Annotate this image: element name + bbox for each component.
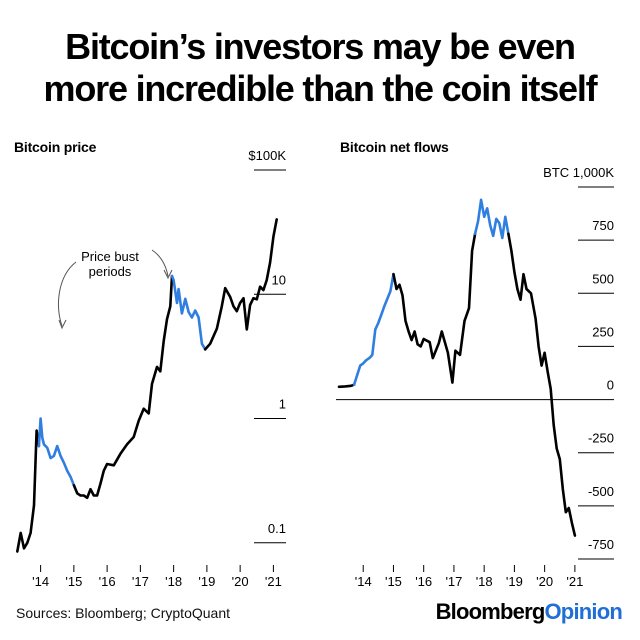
flow-y-tick-label: 250 <box>592 324 614 339</box>
flow-x-tick-label: '14 <box>355 574 372 589</box>
brand-opinion: Opinion <box>544 599 623 624</box>
price-bust-series <box>170 274 207 351</box>
price-bust-series <box>37 417 76 487</box>
flow-series <box>392 232 477 384</box>
price-x-tick-label: '18 <box>165 574 182 589</box>
price-series <box>16 429 41 553</box>
price-y-tick-label: 0.1 <box>268 521 286 536</box>
flow-y-tick-label: 500 <box>592 271 614 286</box>
price-bust-annotation: Price bust periods <box>81 249 139 279</box>
flow-x-tick-label: '20 <box>536 574 553 589</box>
price-chart-title: Bitcoin price <box>14 139 97 155</box>
flow-x-tick-label: '17 <box>445 574 462 589</box>
flow-y-tick-label: -500 <box>588 484 614 499</box>
flow-x-tick-label: '16 <box>415 574 432 589</box>
source-note: Sources: Bloomberg; CryptoQuant <box>16 605 230 621</box>
flow-series <box>507 232 577 537</box>
price-x-tick-label: '14 <box>32 574 49 589</box>
price-x-tick-label: '16 <box>99 574 116 589</box>
flow-bust-series <box>352 272 395 386</box>
price-series <box>72 274 174 500</box>
annotation-arrow-left <box>58 261 77 327</box>
price-x-tick-label: '19 <box>198 574 215 589</box>
flow-x-tick-label: '19 <box>506 574 523 589</box>
annotation-arrow-right <box>151 249 169 277</box>
flow-x-tick-label: '21 <box>566 574 583 589</box>
price-x-tick-label: '21 <box>265 574 282 589</box>
flow-x-tick-label: '18 <box>476 574 493 589</box>
headline-line-2: more incredible than the coin itself <box>43 68 598 109</box>
flow-y-tick-label: 0 <box>607 378 614 393</box>
netflow-chart-title: Bitcoin net flows <box>340 139 449 155</box>
price-x-tick-label: '17 <box>132 574 149 589</box>
annotation-arrowhead-left <box>58 319 67 330</box>
bloomberg-opinion-logo: BloombergOpinion <box>435 599 623 625</box>
flow-y-tick-label: 750 <box>592 218 614 233</box>
price-series <box>203 218 278 351</box>
flow-series <box>337 383 356 389</box>
annotation-arrowhead-right <box>163 269 173 280</box>
price-y-tick-label: $100K <box>248 148 286 163</box>
flow-y-tick-label: BTC 1,000K <box>543 165 614 180</box>
price-y-tick-label: 10 <box>272 272 286 287</box>
flow-bust-series <box>473 198 510 240</box>
brand-bloomberg: Bloomberg <box>435 599 546 624</box>
headline-line-1: Bitcoin’s investors may be even <box>65 26 576 67</box>
price-x-tick-label: '20 <box>232 574 249 589</box>
headline: Bitcoin’s investors may be even more inc… <box>0 26 640 110</box>
price-y-tick-label: 1 <box>279 397 286 412</box>
flow-x-tick-label: '15 <box>385 574 402 589</box>
flow-y-tick-label: -250 <box>588 431 614 446</box>
flow-y-tick-label: -750 <box>588 537 614 552</box>
price-x-tick-label: '15 <box>65 574 82 589</box>
